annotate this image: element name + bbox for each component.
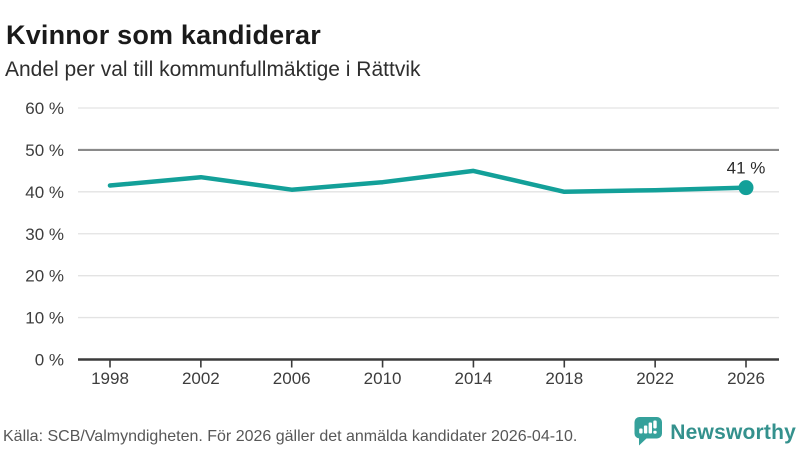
y-tick-label: 20 % <box>25 267 64 286</box>
end-point-label: 41 % <box>727 159 766 178</box>
newsworthy-wordmark: Newsworthy <box>670 421 796 444</box>
x-tick-label: 2006 <box>273 369 311 388</box>
y-tick-label: 40 % <box>25 183 64 202</box>
x-tick-label: 2022 <box>636 369 674 388</box>
x-tick-label: 1998 <box>91 369 129 388</box>
x-tick-label: 2018 <box>545 369 583 388</box>
source-note: Källa: SCB/Valmyndigheten. För 2026 gäll… <box>3 428 578 445</box>
end-point-marker <box>738 180 754 196</box>
y-tick-label: 30 % <box>25 225 64 244</box>
page-title: Kvinnor som kandiderar <box>6 20 321 51</box>
y-tick-label: 50 % <box>25 141 64 160</box>
x-tick-label: 2026 <box>727 369 765 388</box>
x-tick-label: 2002 <box>182 369 220 388</box>
newsworthy-brand-link[interactable]: Newsworthy <box>634 416 796 446</box>
x-tick-label: 2010 <box>364 369 402 388</box>
data-line <box>107 168 749 195</box>
page-subtitle: Andel per val till kommunfullmäktige i R… <box>5 58 421 81</box>
x-tick-label: 2014 <box>455 369 493 388</box>
newsworthy-logo-icon <box>634 417 663 446</box>
y-tick-label: 60 % <box>25 99 64 118</box>
y-tick-label: 0 % <box>35 351 64 370</box>
y-tick-label: 10 % <box>25 309 64 328</box>
